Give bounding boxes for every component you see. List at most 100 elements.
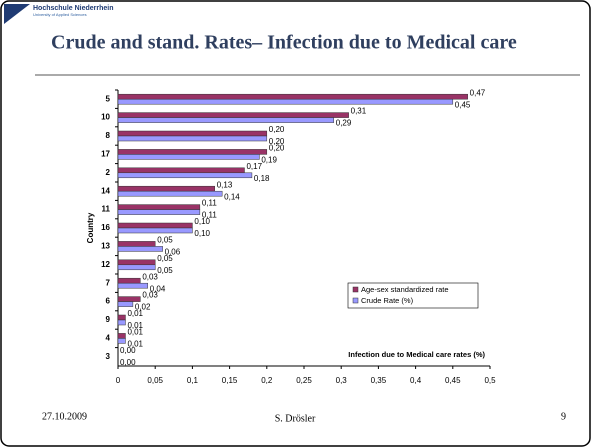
bar: [117, 93, 468, 100]
value-label: 0,06: [165, 248, 181, 257]
institution-subtitle: University of Applied Sciences: [33, 12, 87, 17]
y-tick-label: 8: [106, 131, 111, 140]
x-tick-label: 0,15: [222, 376, 238, 385]
x-tick-label: 0: [116, 376, 121, 385]
y-tick-label: 5: [106, 94, 111, 103]
bar: [117, 154, 260, 160]
value-label: 0,01: [127, 328, 143, 337]
bar: [117, 117, 335, 123]
x-tick-label: 0,2: [261, 376, 273, 385]
x-tick-label: 0,45: [445, 376, 461, 385]
bar: [117, 98, 454, 105]
value-label: 0,17: [246, 162, 262, 171]
value-label: 0,14: [224, 192, 240, 201]
y-tick-label: 17: [101, 150, 110, 159]
bar: [117, 319, 126, 326]
bar: [117, 246, 163, 252]
value-label: 0,05: [157, 254, 173, 263]
bar: [117, 259, 156, 266]
value-label: 0,13: [217, 180, 233, 189]
bar: [117, 172, 253, 179]
bar: [117, 296, 141, 302]
logo: [4, 4, 30, 24]
bar: [117, 227, 193, 234]
y-tick-label: 2: [106, 168, 111, 177]
value-label: 0,05: [157, 236, 173, 245]
x-tick-label: 0,3: [336, 376, 348, 385]
value-label: 0,11: [202, 199, 218, 208]
value-label: 0,00: [120, 358, 136, 367]
y-tick-label: 9: [106, 315, 111, 324]
bar: [117, 112, 349, 118]
footer-date: 27.10.2009: [42, 411, 87, 422]
x-tick-label: 0,1: [187, 376, 199, 385]
y-tick-label: 12: [101, 260, 110, 269]
bar: [117, 277, 141, 284]
bar: [117, 209, 201, 215]
bar: [117, 135, 268, 142]
bar: [117, 333, 126, 339]
institution: Hochschule Niederrhein: [33, 5, 114, 12]
x-axis-label: Infection due to Medical care rates (%): [348, 350, 485, 359]
value-label: 0,05: [157, 266, 173, 275]
value-label: 0,19: [261, 156, 277, 165]
value-label: 0,47: [470, 88, 486, 97]
bar: [117, 338, 126, 344]
y-tick-label: 7: [106, 278, 111, 287]
legend-box: [347, 282, 479, 309]
x-tick-label: 0,5: [484, 376, 496, 385]
value-label: 0,31: [351, 107, 367, 116]
y-tick-label: 10: [101, 113, 110, 122]
value-label: 0,04: [150, 284, 166, 293]
value-label: 0,00: [120, 346, 136, 355]
bar: [117, 167, 245, 174]
y-tick-label: 13: [101, 242, 110, 251]
bar: [117, 301, 134, 307]
value-label: 0,18: [254, 174, 270, 183]
value-label: 0,03: [142, 291, 158, 300]
value-label: 0,10: [194, 229, 210, 238]
value-label: 0,01: [127, 340, 143, 349]
bar: [117, 185, 215, 192]
x-tick-label: 0,35: [371, 376, 387, 385]
bar: [117, 190, 223, 197]
value-label: 0,03: [142, 272, 158, 281]
x-tick-label: 0,05: [147, 376, 163, 385]
value-label: 0,29: [336, 119, 352, 128]
bar: [117, 241, 156, 247]
footer-author: S. Drösler: [275, 413, 316, 424]
bar: [117, 222, 193, 229]
value-label: 0,10: [194, 217, 210, 226]
slide-title: Crude and stand. Rates– Infection due to…: [51, 32, 517, 54]
bar: [117, 282, 149, 289]
y-tick-label: 3: [106, 352, 111, 361]
y-axis-label: Country: [86, 212, 95, 243]
y-tick-label: 4: [106, 334, 111, 343]
legend-label: Age-sex standardized rate: [361, 285, 449, 294]
x-tick-label: 0,25: [296, 376, 312, 385]
x-tick-label: 0,4: [410, 376, 422, 385]
footer-page: 9: [561, 411, 566, 422]
y-tick-label: 14: [101, 186, 110, 195]
bar: [117, 149, 268, 155]
value-label: 0,02: [135, 303, 151, 312]
y-tick-label: 6: [106, 297, 111, 306]
bar: [117, 314, 126, 321]
y-tick-label: 16: [101, 223, 110, 232]
legend-swatch: [352, 297, 359, 304]
value-label: 0,11: [202, 211, 218, 220]
value-label: 0,20: [269, 144, 285, 153]
legend-swatch: [352, 286, 359, 293]
value-label: 0,20: [269, 137, 285, 146]
value-label: 0,01: [127, 309, 143, 318]
value-label: 0,45: [455, 100, 471, 109]
legend-label: Crude Rate (%): [361, 296, 414, 305]
y-tick-label: 11: [102, 205, 111, 214]
value-label: 0,20: [269, 125, 285, 134]
bar: [117, 264, 156, 271]
bar: [117, 204, 201, 210]
bar: [117, 130, 268, 137]
value-label: 0,01: [127, 321, 143, 330]
